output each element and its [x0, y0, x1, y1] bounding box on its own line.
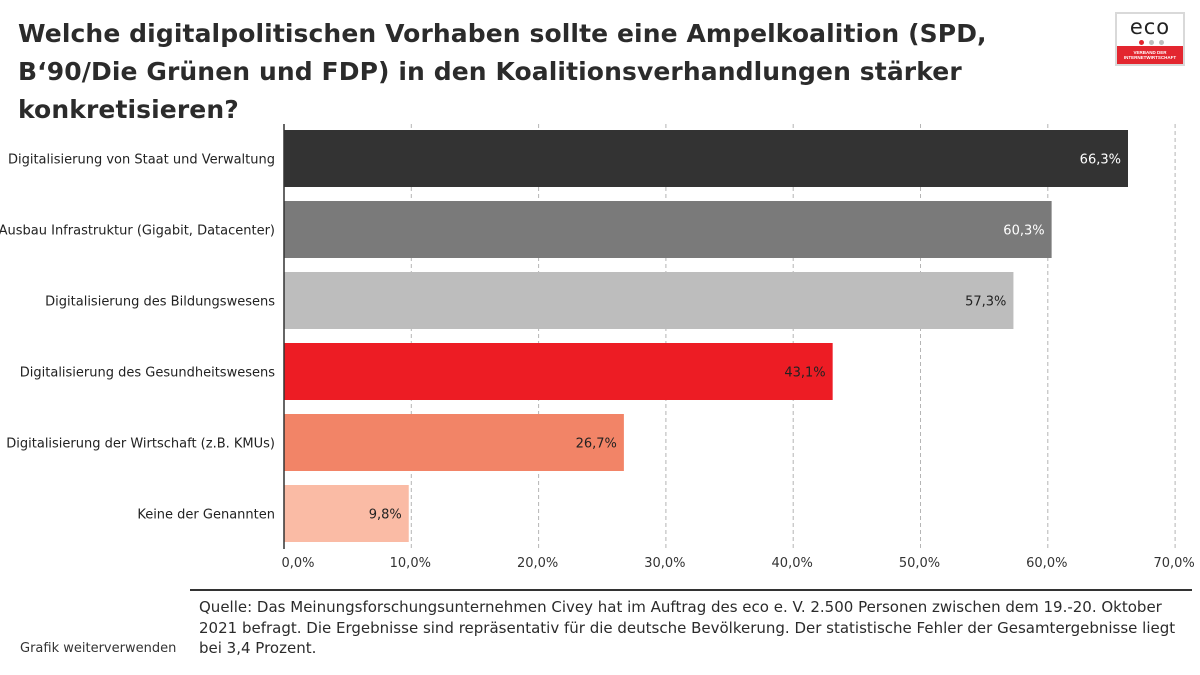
x-tick-label: 10,0%: [390, 556, 431, 571]
category-label: Digitalisierung des Bildungswesens: [45, 295, 275, 310]
source-divider: [190, 589, 1192, 591]
bar: [284, 414, 624, 471]
category-label: Keine der Genannten: [137, 508, 275, 523]
bar: [284, 201, 1052, 258]
chart-title: Welche digitalpolitischen Vorhaben sollt…: [18, 19, 987, 124]
logo-dots: [1139, 40, 1165, 46]
eco-logo[interactable]: eco VERBAND DER INTERNETWIRTSCHAFT: [1115, 12, 1185, 66]
source-note: Quelle: Das Meinungsforschungsunternehme…: [199, 598, 1176, 657]
value-labels: 66,3% 60,3% 57,3% 43,1% 26,7% 9,8%: [369, 153, 1121, 523]
x-tick-label: 0,0%: [281, 556, 314, 571]
value-label: 57,3%: [965, 295, 1006, 310]
category-label: Digitalisierung der Wirtschaft (z.B. KMU…: [6, 437, 275, 452]
reuse-graphic-link[interactable]: Grafik weiterverwenden: [20, 641, 177, 656]
category-labels: Digitalisierung von Staat und Verwaltung…: [0, 153, 275, 523]
logo-dot: [1139, 40, 1144, 45]
x-tick-label: 60,0%: [1026, 556, 1067, 571]
category-label: Digitalisierung des Gesundheitswesens: [20, 366, 275, 381]
bar: [284, 485, 409, 542]
x-axis-ticks: 0,0% 10,0% 20,0% 30,0% 40,0% 50,0% 60,0% 70,0%: [281, 556, 1194, 571]
bar: [284, 343, 833, 400]
logo-dot: [1159, 40, 1164, 45]
x-tick-label: 40,0%: [772, 556, 813, 571]
chart-grid: [410, 124, 1176, 549]
bar-chart: Digitalisierung von Staat und Verwaltung…: [0, 124, 1195, 571]
category-label: Digitalisierung von Staat und Verwaltung: [8, 153, 275, 168]
value-label: 60,3%: [1003, 224, 1044, 239]
bar: [284, 272, 1014, 329]
bar: [284, 130, 1128, 187]
logo-wordmark: eco: [1129, 15, 1171, 39]
chart-bars: [284, 130, 1128, 542]
value-label: 9,8%: [369, 508, 402, 523]
x-tick-label: 70,0%: [1153, 556, 1194, 571]
logo-dot: [1149, 40, 1154, 45]
x-tick-label: 30,0%: [644, 556, 685, 571]
value-label: 43,1%: [784, 366, 825, 381]
category-label: Ausbau Infrastruktur (Gigabit, Datacente…: [0, 224, 275, 239]
x-tick-label: 20,0%: [517, 556, 558, 571]
logo-tagline: VERBAND DER INTERNETWIRTSCHAFT: [1117, 46, 1183, 64]
value-label: 66,3%: [1080, 153, 1121, 168]
x-tick-label: 50,0%: [899, 556, 940, 571]
value-label: 26,7%: [576, 437, 617, 452]
